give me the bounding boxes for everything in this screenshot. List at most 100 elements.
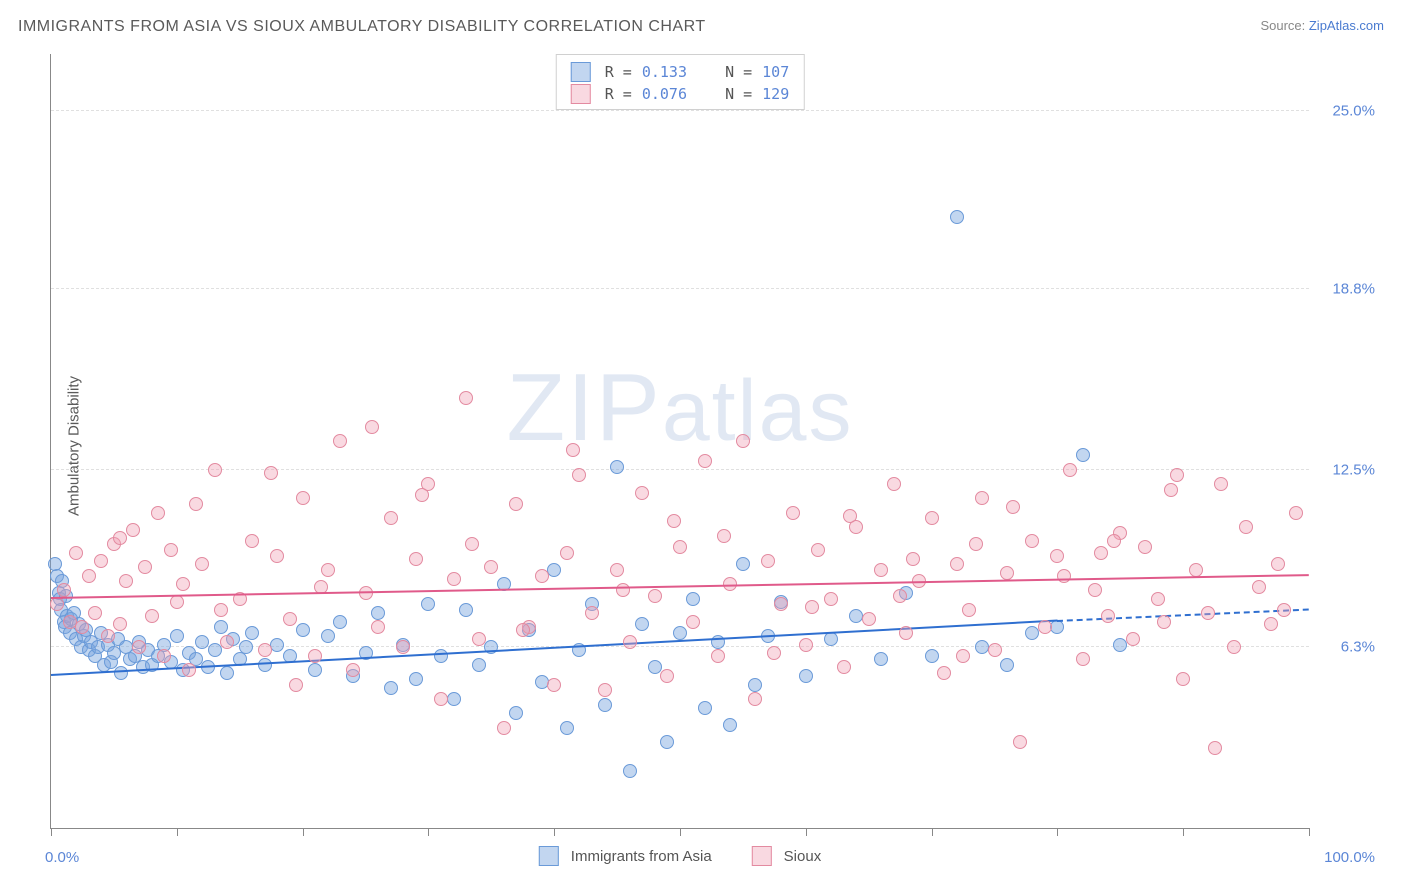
scatter-point-asia xyxy=(170,629,184,643)
x-tick xyxy=(303,828,304,836)
source-link[interactable]: ZipAtlas.com xyxy=(1309,18,1384,33)
gridline-h xyxy=(51,110,1309,111)
scatter-point-sioux xyxy=(1264,617,1278,631)
scatter-point-sioux xyxy=(270,549,284,563)
scatter-point-sioux xyxy=(969,537,983,551)
scatter-point-sioux xyxy=(1107,534,1121,548)
scatter-point-sioux xyxy=(1025,534,1039,548)
scatter-point-asia xyxy=(560,721,574,735)
scatter-point-sioux xyxy=(1208,741,1222,755)
scatter-point-sioux xyxy=(566,443,580,457)
scatter-point-sioux xyxy=(346,663,360,677)
scatter-point-sioux xyxy=(635,486,649,500)
scatter-point-sioux xyxy=(214,603,228,617)
scatter-point-sioux xyxy=(1170,468,1184,482)
scatter-point-sioux xyxy=(1088,583,1102,597)
scatter-point-sioux xyxy=(208,463,222,477)
scatter-point-sioux xyxy=(1201,606,1215,620)
scatter-point-sioux xyxy=(1239,520,1253,534)
scatter-point-sioux xyxy=(837,660,851,674)
scatter-point-sioux xyxy=(1176,672,1190,686)
scatter-point-asia xyxy=(673,626,687,640)
scatter-point-sioux xyxy=(975,491,989,505)
scatter-point-asia xyxy=(660,735,674,749)
scatter-point-sioux xyxy=(925,511,939,525)
scatter-point-sioux xyxy=(415,488,429,502)
scatter-point-sioux xyxy=(623,635,637,649)
scatter-point-sioux xyxy=(321,563,335,577)
scatter-point-sioux xyxy=(962,603,976,617)
source-prefix: Source: xyxy=(1260,18,1308,33)
scatter-point-sioux xyxy=(1050,549,1064,563)
scatter-point-sioux xyxy=(572,468,586,482)
x-tick xyxy=(177,828,178,836)
scatter-point-asia xyxy=(698,701,712,715)
scatter-point-sioux xyxy=(711,649,725,663)
x-tick xyxy=(51,828,52,836)
scatter-point-asia xyxy=(321,629,335,643)
scatter-point-sioux xyxy=(396,640,410,654)
scatter-point-sioux xyxy=(1271,557,1285,571)
x-tick xyxy=(806,828,807,836)
scatter-point-sioux xyxy=(69,546,83,560)
scatter-point-asia xyxy=(245,626,259,640)
scatter-point-asia xyxy=(723,718,737,732)
scatter-point-asia xyxy=(925,649,939,663)
scatter-point-sioux xyxy=(434,692,448,706)
scatter-point-sioux xyxy=(1151,592,1165,606)
legend-swatch-sioux xyxy=(571,84,591,104)
scatter-point-sioux xyxy=(547,678,561,692)
scatter-point-sioux xyxy=(1063,463,1077,477)
scatter-point-sioux xyxy=(1277,603,1291,617)
scatter-point-asia xyxy=(371,606,385,620)
scatter-point-asia xyxy=(270,638,284,652)
scatter-point-asia xyxy=(1076,448,1090,462)
scatter-point-sioux xyxy=(119,574,133,588)
source-attribution: Source: ZipAtlas.com xyxy=(1260,18,1384,33)
scatter-point-sioux xyxy=(371,620,385,634)
legend-swatch-asia xyxy=(571,62,591,82)
scatter-point-sioux xyxy=(824,592,838,606)
scatter-point-sioux xyxy=(189,497,203,511)
scatter-point-sioux xyxy=(82,569,96,583)
scatter-point-sioux xyxy=(811,543,825,557)
watermark: ZIPatlas xyxy=(506,353,853,463)
scatter-point-sioux xyxy=(1157,615,1171,629)
scatter-point-sioux xyxy=(75,620,89,634)
scatter-point-sioux xyxy=(1000,566,1014,580)
scatter-point-asia xyxy=(610,460,624,474)
plot-area: ZIPatlas R =0.133 N =107R =0.076 N =129 … xyxy=(50,54,1309,829)
scatter-point-sioux xyxy=(132,640,146,654)
scatter-point-sioux xyxy=(258,643,272,657)
scatter-point-sioux xyxy=(220,635,234,649)
scatter-point-sioux xyxy=(484,560,498,574)
legend-n-value-sioux: 129 xyxy=(762,83,789,105)
watermark-rest: atlas xyxy=(662,363,854,459)
legend-stats-row-sioux: R =0.076 N =129 xyxy=(571,83,790,105)
scatter-point-sioux xyxy=(1076,652,1090,666)
scatter-point-sioux xyxy=(94,554,108,568)
scatter-point-sioux xyxy=(1189,563,1203,577)
scatter-point-sioux xyxy=(862,612,876,626)
scatter-point-sioux xyxy=(774,597,788,611)
y-tick-label: 12.5% xyxy=(1332,461,1375,478)
legend-n-label: N = xyxy=(725,83,752,105)
scatter-point-asia xyxy=(447,692,461,706)
scatter-point-sioux xyxy=(698,454,712,468)
scatter-point-sioux xyxy=(447,572,461,586)
scatter-point-sioux xyxy=(887,477,901,491)
scatter-point-sioux xyxy=(748,692,762,706)
scatter-point-sioux xyxy=(176,577,190,591)
scatter-point-asia xyxy=(296,623,310,637)
scatter-point-sioux xyxy=(535,569,549,583)
scatter-point-asia xyxy=(950,210,964,224)
scatter-point-sioux xyxy=(126,523,140,537)
y-tick-label: 6.3% xyxy=(1341,639,1375,656)
scatter-point-asia xyxy=(648,660,662,674)
legend-swatch-sioux xyxy=(752,846,772,866)
scatter-point-asia xyxy=(547,563,561,577)
legend-item-sioux: Sioux xyxy=(752,846,822,866)
scatter-point-sioux xyxy=(145,609,159,623)
scatter-point-asia xyxy=(434,649,448,663)
scatter-point-sioux xyxy=(113,531,127,545)
